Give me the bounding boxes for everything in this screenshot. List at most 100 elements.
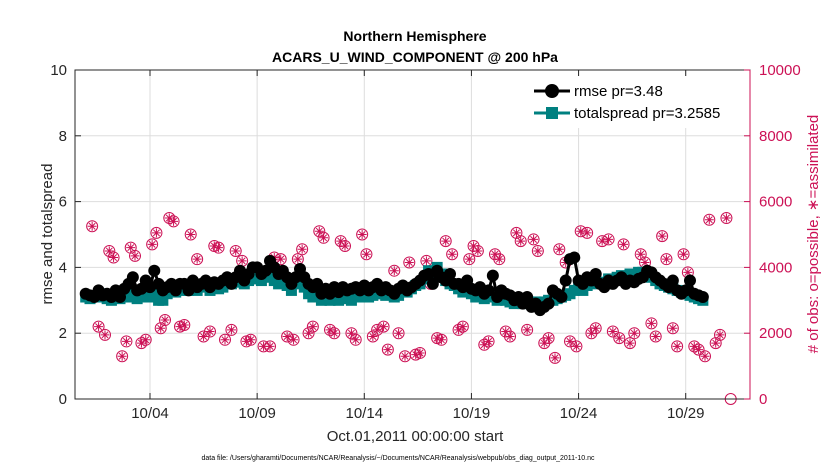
- obs-assimilated-point-7: [126, 243, 136, 253]
- rmse-point-108: [542, 297, 555, 310]
- obs-possible-point-15: [163, 212, 176, 225]
- obs-possible-point-5: [116, 350, 129, 363]
- obs-possible-point-10: [139, 333, 152, 346]
- obs-assimilated-point-96: [604, 234, 614, 244]
- obs-possible-point-68: [452, 323, 465, 336]
- rmse-point-119: [589, 267, 602, 280]
- y-tick-label-1: 2: [59, 325, 67, 342]
- obs-possible-point-41: [306, 320, 319, 333]
- chart-subtitle: ACARS_U_WIND_COMPONENT @ 200 hPa: [272, 49, 558, 65]
- obs-assimilated-point-43: [319, 233, 329, 243]
- obs-possible-point-100: [624, 337, 636, 350]
- obs-assimilated-point-54: [379, 322, 389, 332]
- obs-possible-point-66: [439, 235, 452, 248]
- obs-possible-point-110: [677, 248, 690, 261]
- obs-assimilated-point-9: [136, 338, 146, 348]
- obs-assimilated-point-26: [226, 325, 236, 335]
- obs-possible-point-55: [381, 343, 394, 356]
- obs-assimilated-point-82: [529, 234, 539, 244]
- obs-assimilated-point-64: [432, 333, 442, 343]
- obs-possible-point-49: [349, 333, 362, 346]
- obs-assimilated-point-89: [565, 336, 575, 346]
- obs-assimilated-point-108: [668, 323, 678, 333]
- obs-possible-point-94: [589, 322, 602, 335]
- obs-assimilated-point-98: [614, 333, 624, 343]
- obs-assimilated-point-5: [117, 351, 127, 361]
- obs-assimilated-point-106: [657, 231, 667, 241]
- obs-possible-point-20: [191, 253, 204, 266]
- x-tick-label-0: 10/04: [131, 405, 169, 422]
- y2-axis-label: # of obs: o=possible, ∗=assimilated: [805, 115, 822, 354]
- obs-assimilated-point-55: [383, 345, 393, 355]
- obs-assimilated-point-40: [304, 328, 314, 338]
- obs-assimilated-point-42: [314, 226, 324, 236]
- obs-assimilated-point-51: [361, 249, 371, 259]
- obs-assimilated-point-62: [421, 256, 431, 266]
- obs-possible-point-74: [482, 335, 495, 348]
- obs-possible-point-59: [403, 256, 416, 269]
- obs-assimilated-series: [87, 213, 731, 363]
- obs-assimilated-point-109: [672, 341, 682, 351]
- obs-assimilated-point-99: [619, 239, 629, 249]
- obs-assimilated-point-65: [436, 335, 446, 345]
- obs-assimilated-point-4: [109, 253, 119, 263]
- obs-possible-point-76: [493, 253, 506, 266]
- obs-possible-point-3: [103, 244, 116, 257]
- obs-assimilated-point-49: [351, 335, 361, 345]
- obs-assimilated-point-39: [297, 244, 307, 254]
- obs-assimilated-point-3: [104, 246, 114, 256]
- obs-assimilated-point-70: [464, 254, 474, 264]
- obs-assimilated-point-79: [511, 228, 521, 238]
- obs-assimilated-point-76: [494, 254, 504, 264]
- obs-assimilated-point-94: [591, 323, 601, 333]
- obs-assimilated-point-19: [186, 230, 196, 239]
- obs-possible-point-25: [219, 333, 231, 346]
- obs-assimilated-point-69: [458, 322, 468, 332]
- obs-assimilated-point-83: [533, 246, 543, 256]
- obs-possible-point-11: [146, 238, 159, 251]
- obs-assimilated-point-116: [711, 338, 721, 348]
- obs-assimilated-point-2: [100, 330, 110, 340]
- obs-possible-point-40: [302, 327, 315, 340]
- obs-possible-point-90: [570, 340, 583, 353]
- obs-possible-point-57: [392, 327, 405, 340]
- obs-possible-point-47: [339, 240, 351, 253]
- obs-possible-point-51: [360, 248, 373, 261]
- legend-totalspread-marker: [546, 107, 558, 119]
- obs-assimilated-point-50: [357, 230, 367, 239]
- rmse-point-81: [426, 277, 439, 290]
- obs-assimilated-point-56: [389, 266, 399, 276]
- obs-possible-point-50: [356, 228, 369, 241]
- obs-possible-point-101: [628, 327, 641, 340]
- obs-assimilated-point-92: [582, 228, 592, 238]
- obs-possible-point-9: [135, 337, 148, 350]
- obs-assimilated-point-52: [368, 331, 378, 341]
- obs-assimilated-point-105: [651, 331, 661, 341]
- totalspread-point-18: [157, 294, 169, 306]
- obs-possible-point-37: [287, 333, 300, 346]
- obs-assimilated-point-6: [121, 336, 131, 346]
- obs-possible-point-99: [617, 238, 630, 251]
- chart-title: Northern Hemisphere: [343, 28, 486, 44]
- obs-possible-point-83: [531, 244, 544, 257]
- obs-possible-point-27: [229, 244, 242, 257]
- obs-assimilated-point-11: [147, 239, 157, 249]
- obs-possible-point-105: [649, 330, 662, 343]
- obs-possible-point-56: [388, 264, 401, 277]
- obs-possible-point-12: [150, 226, 163, 239]
- obs-assimilated-point-75: [490, 249, 500, 259]
- obs-possible-point-117: [714, 328, 726, 341]
- obs-possible-point-78: [504, 330, 516, 343]
- obs-assimilated-point-45: [329, 328, 339, 338]
- obs-assimilated-point-32: [259, 341, 269, 351]
- obs-assimilated-point-112: [689, 341, 699, 351]
- obs-possible-point-42: [313, 225, 326, 238]
- obs-assimilated-point-114: [700, 351, 710, 361]
- obs-assimilated-point-87: [554, 244, 564, 254]
- obs-assimilated-point-107: [661, 254, 671, 264]
- obs-assimilated-point-95: [597, 236, 607, 246]
- obs-assimilated-point-18: [179, 320, 189, 330]
- obs-assimilated-point-103: [640, 257, 650, 267]
- obs-assimilated-point-15: [164, 213, 174, 223]
